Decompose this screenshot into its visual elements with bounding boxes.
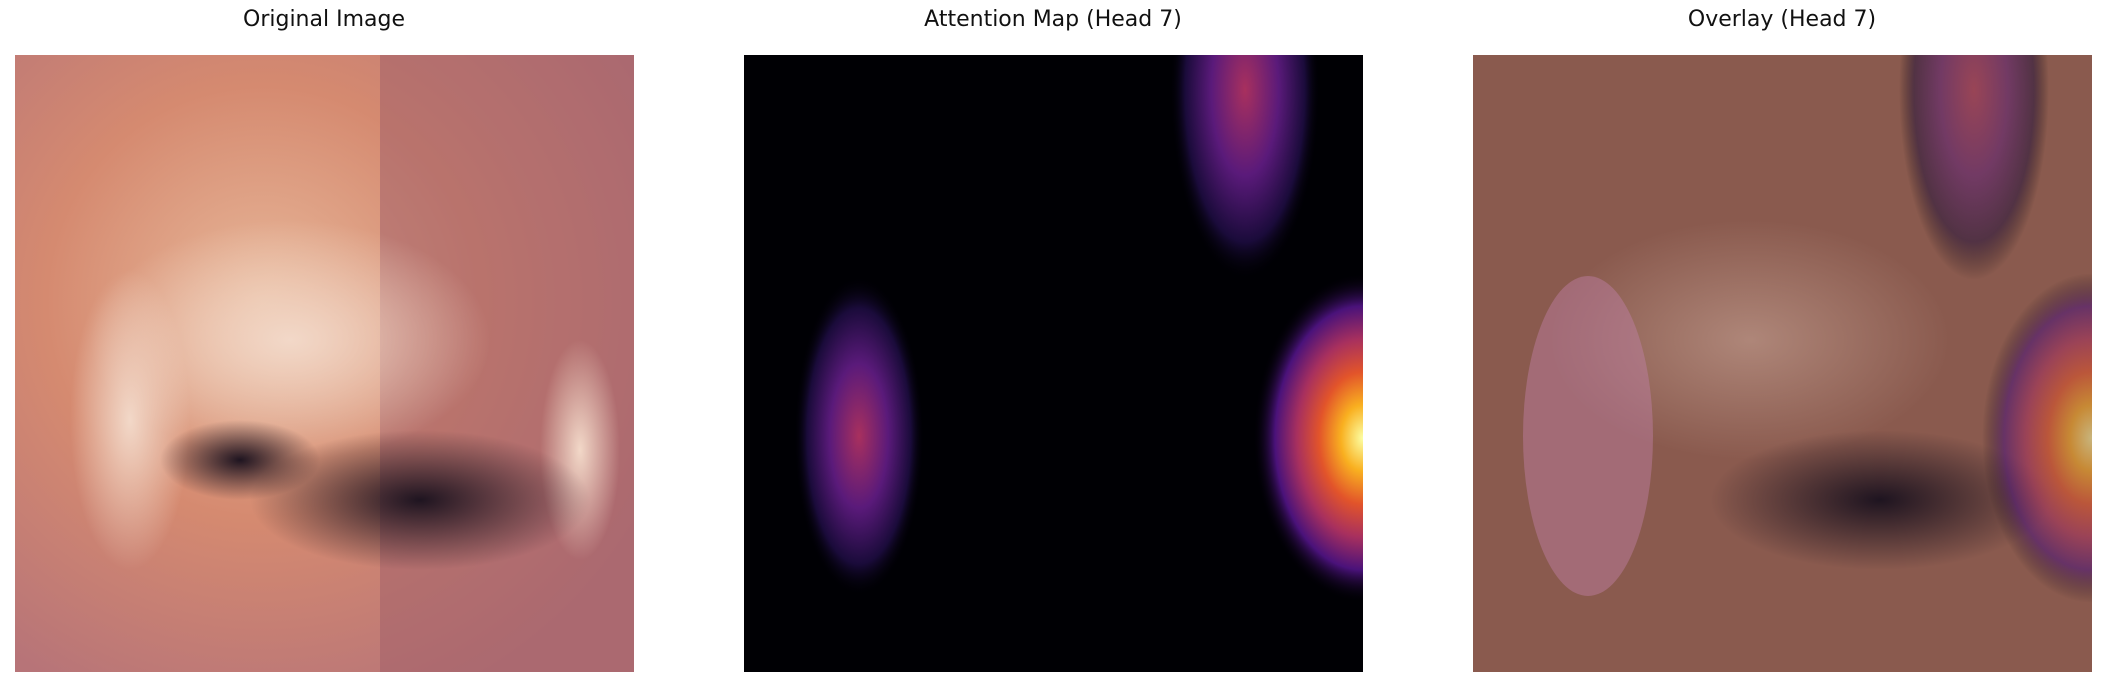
image-shadow <box>250 430 590 570</box>
image-shadow <box>160 420 320 500</box>
overlay-image <box>1473 55 2092 672</box>
panel-title: Original Image <box>243 7 405 32</box>
attention-blob <box>1170 55 1320 280</box>
image-highlight <box>70 270 190 570</box>
panel-title: Attention Map (Head 7) <box>924 7 1182 32</box>
attention-blob <box>1523 276 1653 596</box>
original-image <box>15 55 634 672</box>
image-highlight <box>1550 220 1950 460</box>
attention-blob <box>1899 55 2049 280</box>
panel-title: Overlay (Head 7) <box>1688 7 1876 32</box>
image-shadow <box>1710 430 2050 570</box>
attention-blob <box>1982 273 2092 603</box>
attention-map <box>744 55 1363 672</box>
image-highlight <box>90 220 490 460</box>
attention-blob <box>1253 273 1363 603</box>
attention-blob <box>794 276 924 596</box>
